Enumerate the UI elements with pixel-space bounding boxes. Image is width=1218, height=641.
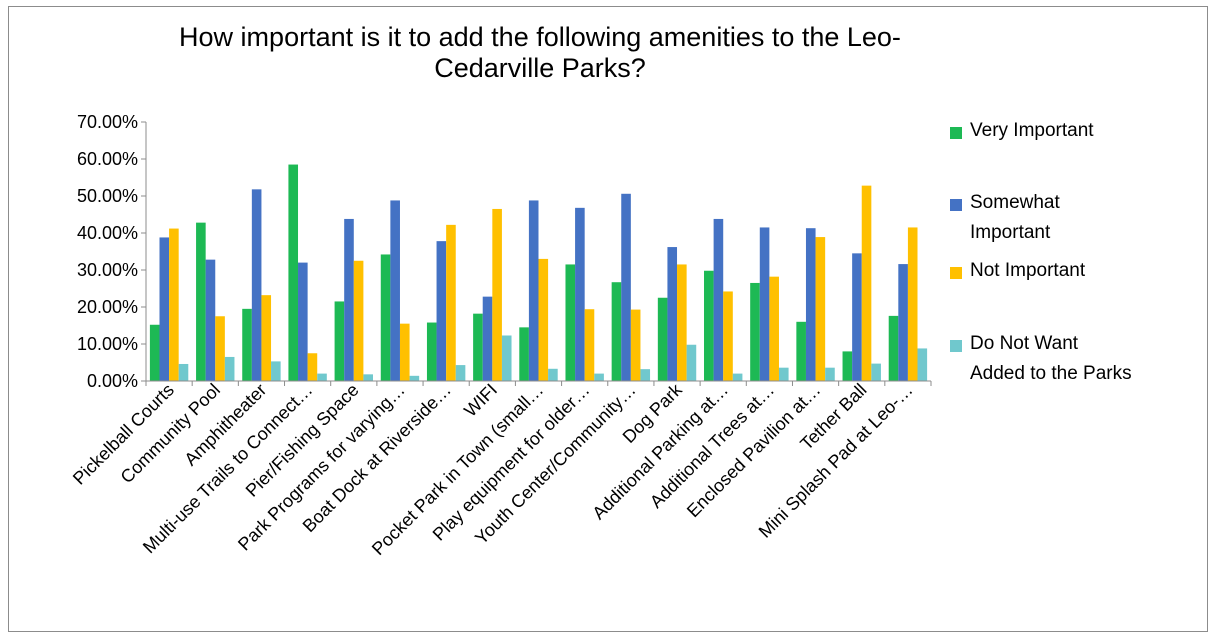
- bar-0-9: [565, 264, 576, 381]
- bar-2-10: [630, 309, 641, 381]
- y-tick-label: 60.00%: [77, 149, 138, 169]
- bar-3-12: [732, 373, 743, 381]
- bar-3-2: [271, 361, 281, 381]
- bar-0-14: [796, 321, 806, 381]
- bar-3-6: [455, 365, 466, 381]
- bar-0-11: [657, 297, 668, 381]
- bar-3-15: [871, 363, 881, 381]
- bar-1-16: [898, 264, 908, 381]
- x-tick-label: Multi-use Trails to Connect…: [139, 380, 317, 558]
- y-tick-label: 30.00%: [77, 260, 138, 280]
- legend-label: Somewhat: [970, 192, 1060, 213]
- bar-1-3: [298, 262, 308, 381]
- bar-3-13: [778, 367, 789, 381]
- x-tick-label: WIFI: [460, 380, 501, 421]
- bar-3-5: [409, 375, 420, 381]
- bar-0-0: [149, 324, 160, 381]
- bar-1-11: [667, 247, 678, 381]
- bar-3-11: [686, 344, 697, 381]
- legend-item-do-not-want: Do Not Want Added to the Parks: [950, 333, 1170, 389]
- bar-3-7: [501, 335, 512, 381]
- bar-2-7: [492, 208, 502, 381]
- bar-1-8: [528, 200, 539, 381]
- legend-item-not-important: Not Important: [950, 260, 1170, 286]
- bar-2-12: [723, 291, 733, 381]
- bar-3-16: [917, 348, 928, 381]
- bar-3-4: [363, 374, 373, 381]
- legend-item-somewhat-important: Somewhat Important: [950, 192, 1170, 248]
- bar-3-0: [178, 363, 189, 381]
- legend-swatch: [950, 267, 962, 279]
- bar-1-9: [575, 207, 585, 381]
- bar-0-1: [196, 222, 206, 381]
- bar-1-2: [251, 189, 262, 381]
- bar-0-15: [842, 351, 853, 381]
- y-tick-label: 50.00%: [77, 186, 138, 206]
- bar-2-1: [215, 316, 225, 381]
- chart-title-line-2: Cedarville Parks?: [434, 53, 646, 83]
- bar-2-9: [584, 309, 595, 381]
- chart-title-line-1: How important is it to add the following…: [179, 22, 901, 52]
- bar-2-3: [307, 353, 318, 381]
- bar-0-2: [242, 308, 252, 381]
- bar-0-3: [288, 164, 299, 381]
- bar-3-14: [825, 367, 835, 381]
- bar-2-4: [353, 260, 364, 381]
- bar-2-13: [769, 276, 779, 381]
- bar-2-11: [677, 264, 687, 381]
- bar-2-15: [861, 185, 872, 381]
- chart-title: How important is it to add the following…: [120, 22, 960, 84]
- bar-1-14: [805, 228, 816, 381]
- legend-label-cont: Important: [970, 222, 1051, 243]
- bar-2-6: [446, 224, 456, 381]
- bar-0-6: [426, 322, 437, 381]
- legend-item-very-important: Very Important: [950, 120, 1170, 146]
- legend-label-cont: Added to the Parks: [970, 363, 1132, 384]
- y-tick-label: 0.00%: [87, 371, 138, 391]
- bar-0-12: [704, 270, 714, 381]
- bar-3-10: [640, 369, 651, 381]
- bar-3-3: [317, 373, 327, 381]
- bar-1-4: [344, 218, 354, 381]
- bar-3-1: [224, 356, 235, 381]
- bar-2-5: [399, 323, 410, 381]
- bar-2-14: [815, 237, 826, 381]
- bar-1-7: [482, 296, 493, 381]
- y-tick-label: 70.00%: [77, 112, 138, 132]
- legend-label: Do Not Want: [970, 333, 1079, 354]
- y-tick-label: 40.00%: [77, 223, 138, 243]
- bar-2-8: [538, 258, 549, 381]
- bar-1-5: [390, 200, 400, 381]
- bar-1-15: [852, 253, 862, 381]
- bar-1-12: [713, 218, 724, 381]
- y-tick-label: 20.00%: [77, 297, 138, 317]
- bar-0-7: [473, 313, 483, 381]
- legend-swatch: [950, 127, 962, 139]
- bar-1-13: [759, 227, 770, 381]
- legend-swatch: [950, 199, 962, 211]
- bar-0-8: [519, 327, 529, 381]
- bar-0-5: [380, 254, 391, 381]
- bar-2-2: [261, 295, 272, 381]
- bar-2-0: [169, 228, 179, 381]
- legend-swatch: [950, 340, 962, 352]
- bar-1-1: [205, 259, 216, 381]
- y-tick-label: 10.00%: [77, 334, 138, 354]
- legend-label: Not Important: [970, 260, 1086, 281]
- bar-0-4: [334, 301, 345, 381]
- bar-1-0: [159, 237, 170, 381]
- bar-0-13: [750, 282, 760, 381]
- bar-0-16: [888, 315, 899, 381]
- bar-0-10: [611, 282, 622, 381]
- bar-2-16: [907, 227, 918, 381]
- bar-3-8: [548, 368, 558, 381]
- bar-1-6: [436, 241, 447, 381]
- legend-label: Very Important: [970, 120, 1094, 141]
- bar-3-9: [594, 373, 604, 381]
- bar-1-10: [621, 193, 631, 381]
